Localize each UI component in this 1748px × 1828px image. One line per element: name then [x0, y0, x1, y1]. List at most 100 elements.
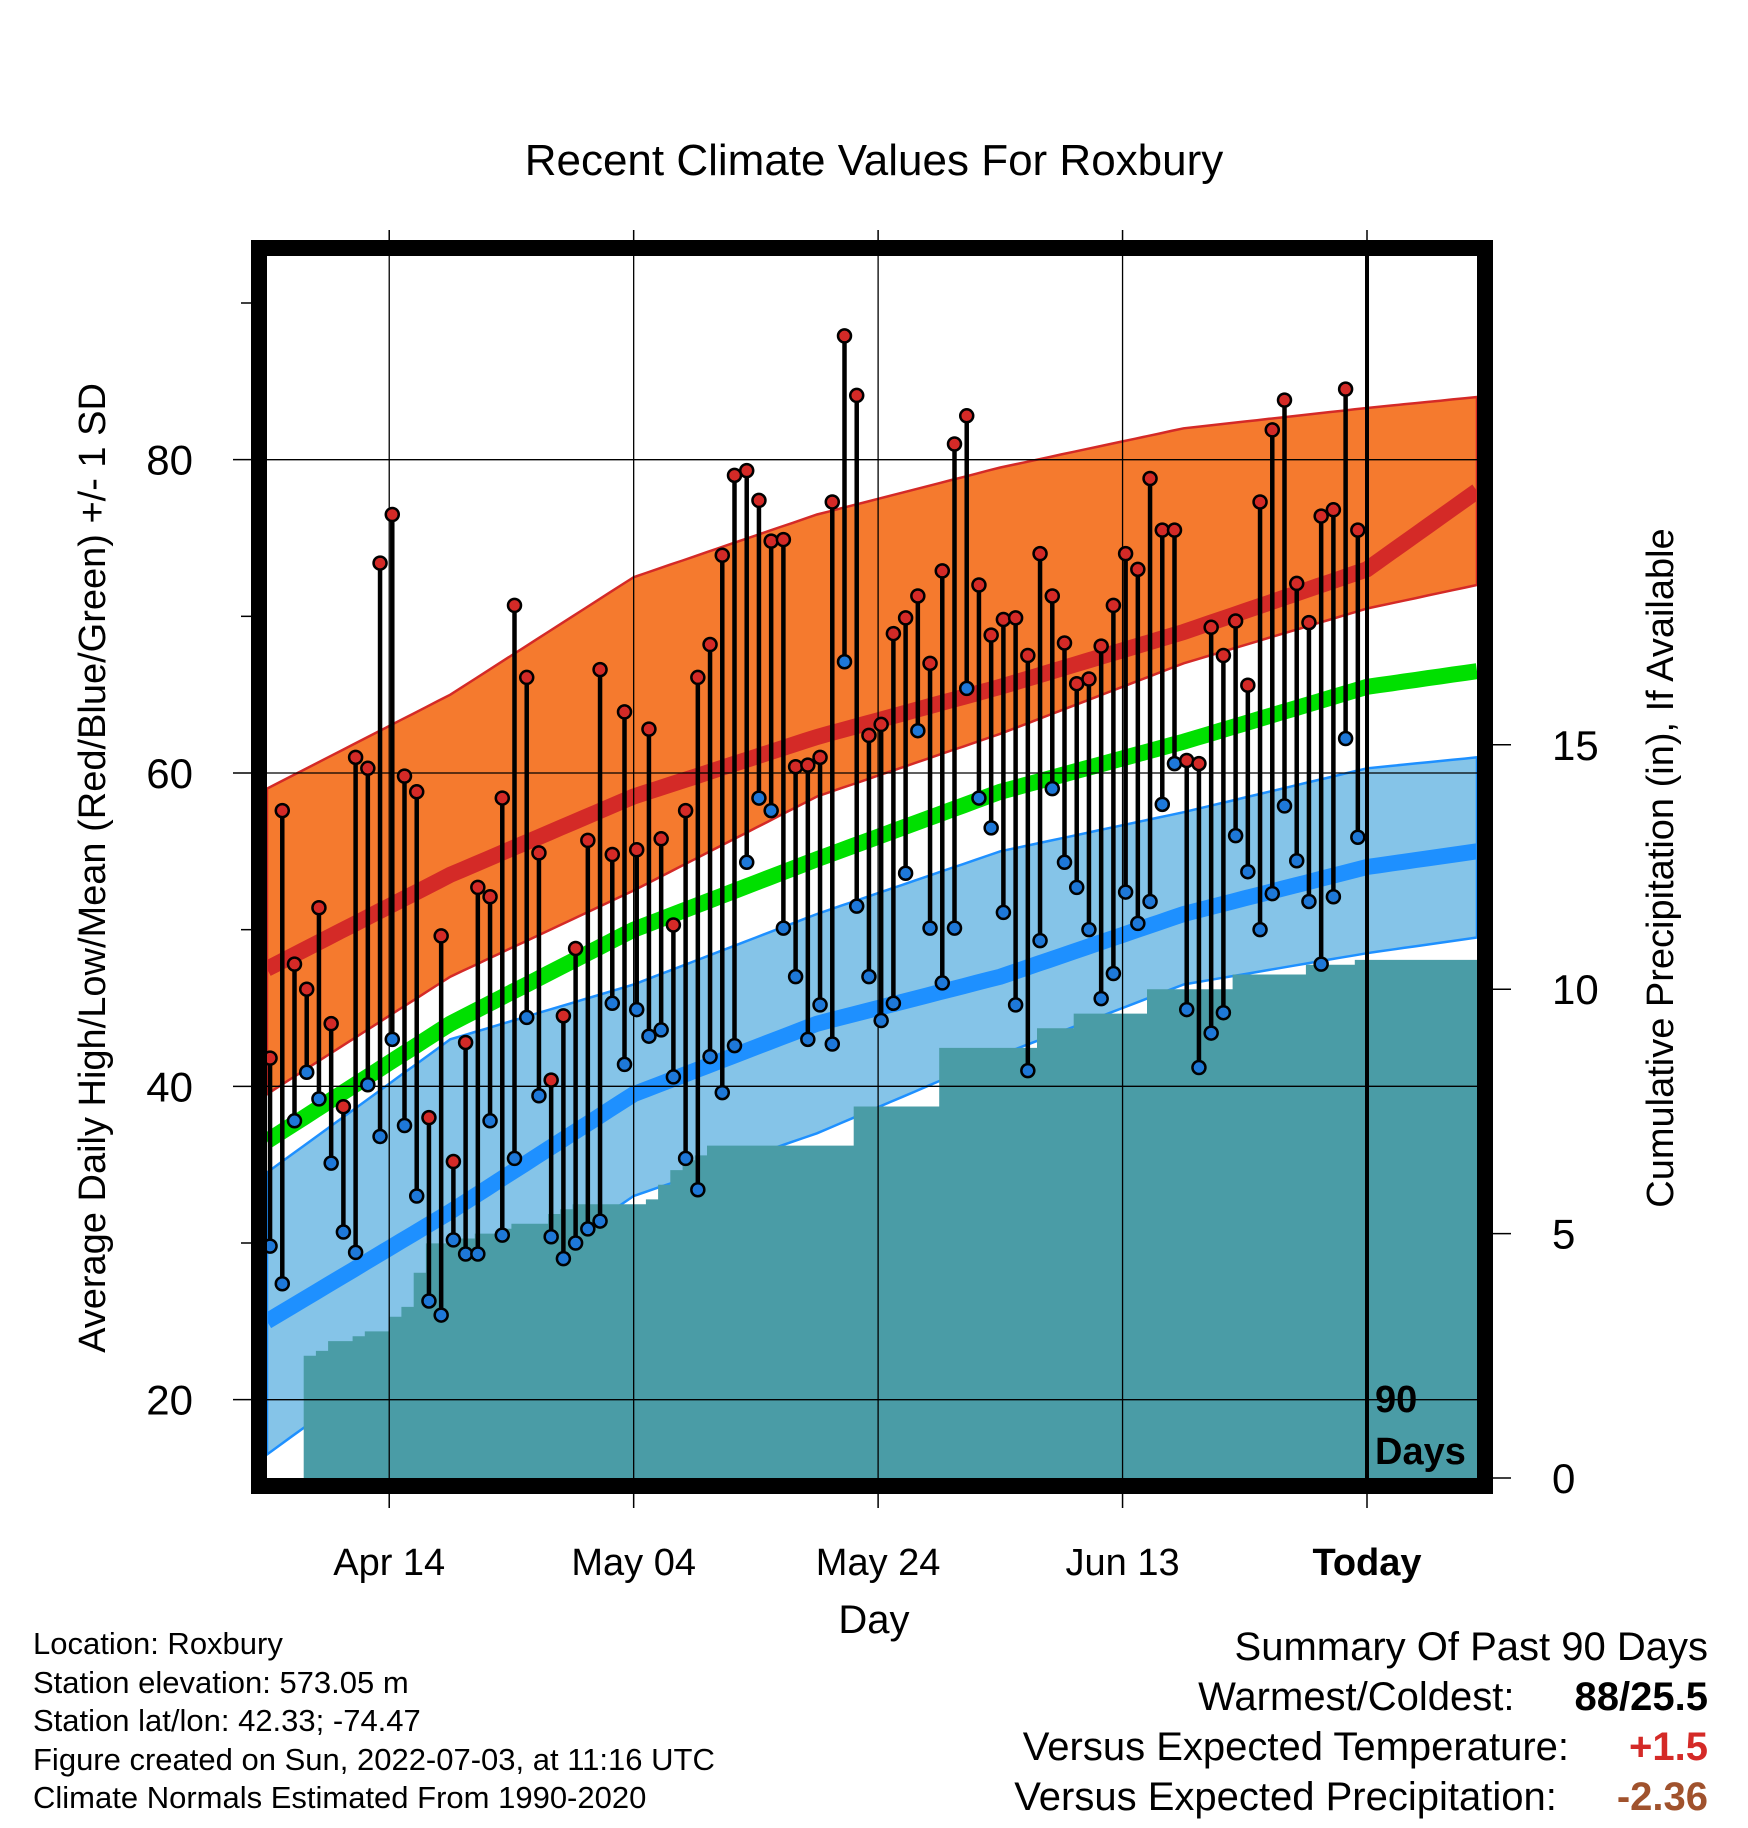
summary-panel: Summary Of Past 90 Days Warmest/Coldest:…: [1014, 1625, 1708, 1825]
daily-low-point: [702, 1048, 718, 1065]
daily-high-point: [1142, 470, 1158, 487]
daily-high-point: [1007, 610, 1024, 626]
daily-high-point: [1252, 494, 1268, 510]
daily-low-point: [1227, 827, 1244, 844]
daily-low-point: [494, 1227, 511, 1243]
daily-low-point: [1130, 915, 1146, 932]
today-label-line: Days: [1375, 1431, 1466, 1473]
daily-high-point: [1264, 422, 1281, 438]
daily-high-point: [1056, 635, 1073, 651]
precip-row: Versus Expected Precipitation: -2.36: [1014, 1775, 1708, 1825]
daily-high-point: [1105, 597, 1122, 614]
daily-low-point: [751, 790, 767, 806]
daily-high-point: [1325, 502, 1342, 518]
daily-high-point: [408, 784, 425, 800]
daily-low-point: [922, 920, 938, 936]
daily-low-point: [372, 1128, 388, 1145]
y-tick-label: 80: [146, 437, 193, 484]
daily-high-point: [1215, 647, 1232, 664]
daily-low-point: [1215, 1004, 1232, 1021]
plot-frame: [251, 240, 1493, 1494]
created-text: Figure created on Sun, 2022-07-03, at 11…: [33, 1741, 715, 1777]
daily-low-point: [580, 1221, 596, 1237]
daily-low-point: [445, 1232, 462, 1248]
daily-high-point: [286, 956, 303, 972]
daily-low-point: [1313, 956, 1329, 972]
daily-low-point: [616, 1056, 633, 1073]
daily-high-point: [861, 727, 877, 744]
daily-low-point: [800, 1031, 816, 1048]
daily-low-point: [738, 854, 755, 871]
daily-high-point: [641, 721, 657, 737]
normal-mean-line: [267, 663, 1477, 1148]
daily-low-point: [567, 1235, 584, 1251]
normal-high-line: [267, 484, 1477, 976]
temp-row: Versus Expected Temperature: +1.5: [1014, 1725, 1708, 1775]
summary-heading-row: Summary Of Past 90 Days: [1014, 1625, 1708, 1675]
daily-low-point: [1203, 1025, 1219, 1041]
daily-high-point: [787, 758, 804, 775]
daily-low-point: [653, 1022, 669, 1038]
daily-low-point: [433, 1307, 449, 1323]
daily-low-point: [824, 1036, 841, 1052]
daily-low-point: [897, 865, 914, 882]
x-tick-label: May 04: [571, 1542, 696, 1584]
daily-low-point: [421, 1293, 437, 1309]
x-tick-label: May 24: [816, 1542, 941, 1584]
daily-high-point: [702, 636, 718, 653]
daily-high-point: [897, 610, 914, 626]
daily-low-point: [1032, 932, 1048, 949]
x-tick-label: Jun 13: [1066, 1542, 1180, 1584]
daily-high-point: [1301, 614, 1317, 631]
daily-low-point: [1154, 796, 1171, 813]
daily-low-point: [885, 995, 902, 1012]
daily-low-point: [1081, 921, 1097, 938]
daily-high-point: [567, 940, 584, 957]
daily-low-point: [335, 1224, 352, 1240]
daily-high-point: [1240, 677, 1256, 694]
daily-high-point: [653, 831, 669, 847]
daily-high-point: [543, 1072, 559, 1088]
daily-high-point: [1227, 613, 1244, 629]
daily-high-point: [910, 588, 926, 604]
daily-low-point: [1276, 798, 1293, 814]
daily-high-point: [665, 917, 682, 933]
daily-low-point: [1044, 780, 1061, 797]
daily-low-point: [384, 1031, 401, 1048]
location-text: Location: Roxbury: [33, 1626, 283, 1661]
elevation-text: Station elevation: 573.05 m: [33, 1664, 409, 1700]
daily-high-point: [506, 597, 523, 614]
x-axis-label: Day: [838, 1598, 909, 1642]
daily-high-point: [1276, 392, 1293, 408]
daily-low-point: [323, 1155, 339, 1171]
latlon-text: Station lat/lon: 42.33; -74.47: [33, 1703, 421, 1738]
daily-high-point: [1117, 545, 1134, 562]
temp-value: +1.5: [1629, 1725, 1708, 1769]
daily-low-point: [470, 1246, 486, 1262]
daily-high-point: [800, 757, 816, 773]
precip-value: -2.36: [1616, 1775, 1708, 1819]
daily-low-point: [482, 1113, 498, 1129]
daily-low-point: [812, 997, 828, 1013]
daily-high-point: [690, 669, 706, 686]
daily-high-point: [922, 655, 938, 672]
temp-label: Versus Expected Temperature:: [1022, 1725, 1570, 1769]
daily-low-point: [848, 898, 865, 914]
y-tick-label: 20: [146, 1377, 193, 1424]
daily-low-point: [298, 1064, 315, 1080]
daily-low-point: [787, 968, 804, 985]
daily-high-point: [384, 506, 401, 523]
daily-low-point: [836, 654, 853, 670]
daily-high-point: [298, 981, 315, 997]
daily-low-point: [1142, 893, 1158, 910]
daily-high-point: [311, 899, 327, 916]
daily-high-point: [347, 749, 364, 766]
daily-low-point: [1020, 1062, 1036, 1079]
daily-low-point: [946, 920, 963, 936]
warm-cold-value: 88/25.5: [1574, 1675, 1708, 1719]
daily-high-point: [714, 547, 731, 563]
plot-area: 20 40 60 80 0 5 10 15 Apr 14 May 04 May 24 Jun 13 To…: [146, 230, 1599, 1584]
daily-high-point: [274, 802, 291, 819]
daily-high-point: [738, 462, 755, 479]
